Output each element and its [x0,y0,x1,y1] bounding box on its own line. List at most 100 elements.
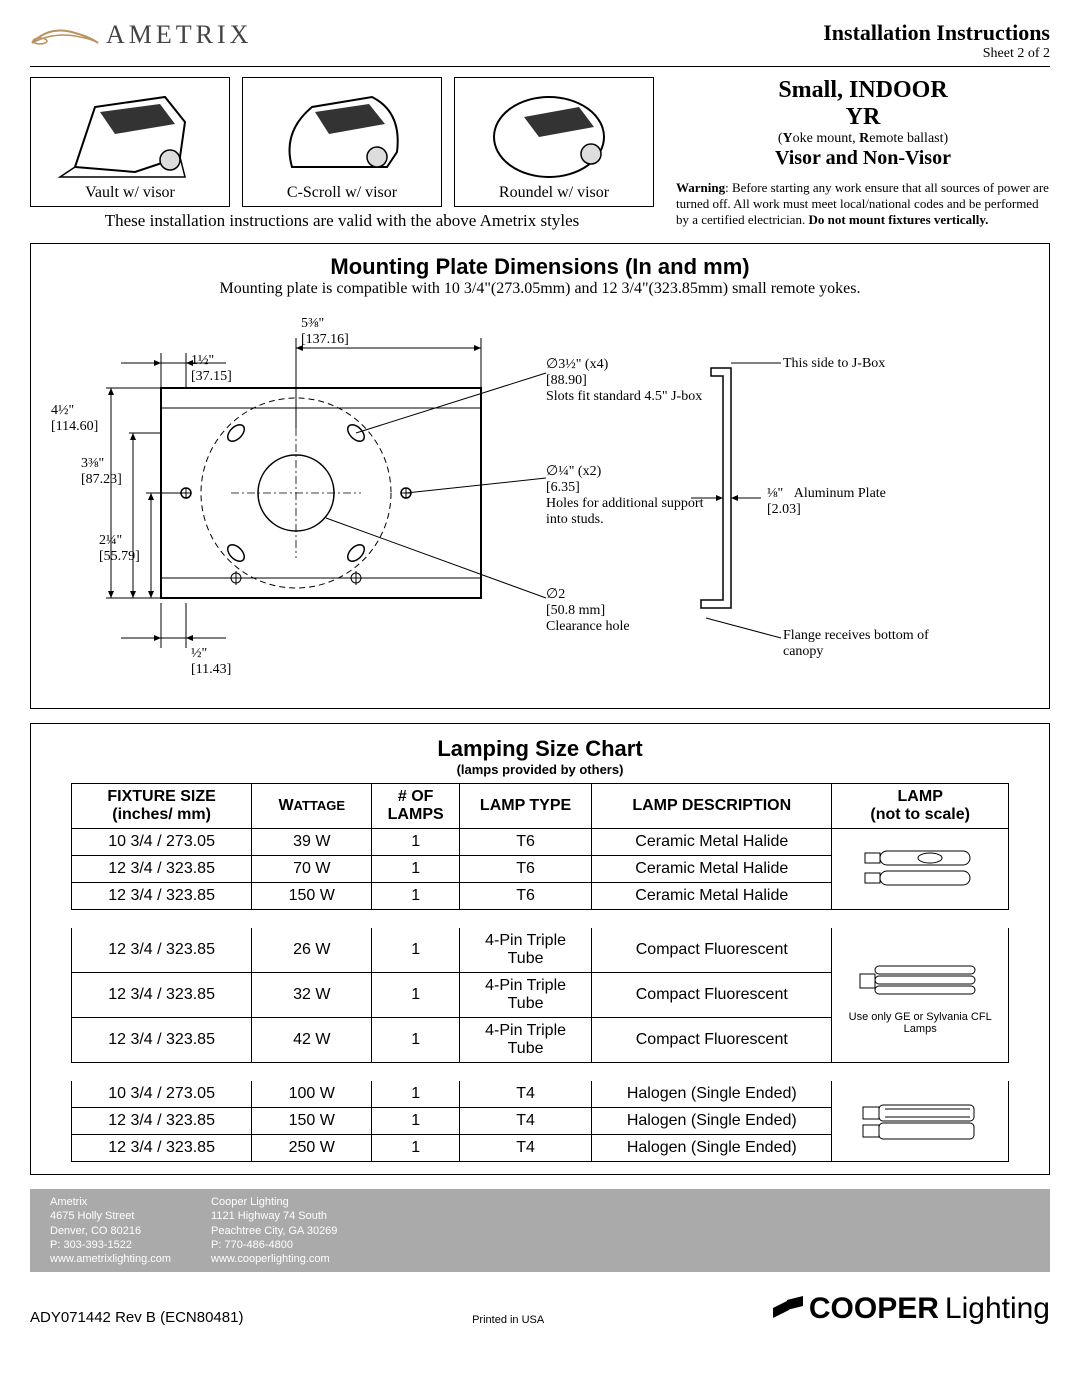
vault-fixture-icon [45,82,215,182]
table-cell: Halogen (Single Ended) [592,1108,832,1135]
table-cell: T4 [460,1076,592,1108]
table-cell: 1 [372,883,460,910]
addr-phone: P: 303-393-1522 [50,1238,171,1252]
table-cell: Compact Fluorescent [592,973,832,1018]
lamp-image-cell: Use only GE or Sylvania CFL Lamps [832,923,1009,1063]
table-header: LAMP TYPE [460,784,592,829]
table-cell: Halogen (Single Ended) [592,1135,832,1162]
table-cell: 39 W [252,829,372,856]
table-cell: 250 W [252,1135,372,1162]
table-cell: 4-Pin Triple Tube [460,973,592,1018]
table-cell: 4-Pin Triple Tube [460,923,592,973]
product-sub: (Yoke mount, Remote ballast) [676,131,1050,147]
lamping-table: FIXTURE SIZE(inches/ mm)WATTAGE# OFLAMPS… [71,783,1009,1162]
chart-subtitle: (lamps provided by others) [71,762,1009,777]
product-name-1: Small, INDOOR [676,77,1050,104]
table-cell: 1 [372,1076,460,1108]
page-footer: ADY071442 Rev B (ECN80481) Printed in US… [30,1292,1050,1326]
callout-dia: ∅¼" (x2) [546,464,601,479]
callout-text: Clearance hole [546,619,706,635]
table-cell: 100 W [252,1076,372,1108]
table-cell: 32 W [252,973,372,1018]
styles-note: These installation instructions are vali… [30,211,654,231]
printed-in: Printed in USA [243,1314,772,1326]
addr-web: www.cooperlighting.com [211,1252,337,1266]
callout-dia: ∅2 [546,587,565,602]
table-cell: 150 W [252,1108,372,1135]
table-row: 12 3/4 / 323.8526 W14-Pin Triple TubeCom… [72,923,1009,973]
cooper-bold: COOPER [809,1292,939,1326]
table-header: # OFLAMPS [372,784,460,829]
addr-name: Ametrix [50,1195,171,1209]
style-caption: Roundel w/ visor [499,184,609,206]
callout-in: ⅛" [767,486,783,501]
table-cell: Ceramic Metal Halide [592,883,832,910]
diagram-title: Mounting Plate Dimensions (In and mm) [51,254,1029,280]
product-info: Small, INDOOR YR (Yoke mount, Remote bal… [666,77,1050,231]
dim-in: 5⅜" [301,316,324,331]
table-cell: 1 [372,973,460,1018]
brand-logo: Ametrix [30,20,252,50]
table-cell: Compact Fluorescent [592,923,832,973]
style-cscroll: C-Scroll w/ visor [242,77,442,207]
callout-dia: ∅3½" (x4) [546,357,608,372]
table-cell: 1 [372,829,460,856]
product-variant: Visor and Non-Visor [676,147,1050,170]
table-cell: 12 3/4 / 323.85 [72,1108,252,1135]
table-header: FIXTURE SIZE(inches/ mm) [72,784,252,829]
table-cell: 1 [372,923,460,973]
callout-text: Slots fit standard 4.5" J-box [546,389,706,405]
table-cell: 10 3/4 / 273.05 [72,1076,252,1108]
mounting-diagram: Mounting Plate Dimensions (In and mm) Mo… [30,243,1050,709]
table-header: LAMP(not to scale) [832,784,1009,829]
table-cell: Halogen (Single Ended) [592,1076,832,1108]
lamp-image-cell [832,1076,1009,1162]
cooper-logo: COOPER Lighting [773,1292,1050,1326]
addr-street: 4675 Holly Street [50,1209,171,1223]
callout-mm: [50.8 mm] [546,603,706,619]
cooper-light: Lighting [945,1292,1050,1326]
cooper-mark-icon [773,1296,803,1322]
brand-name: Ametrix [106,20,252,50]
table-cell: 1 [372,1108,460,1135]
table-cell: 150 W [252,883,372,910]
style-caption: C-Scroll w/ visor [287,184,397,206]
product-name-2: YR [676,104,1050,131]
page-header: Ametrix Installation Instructions Sheet … [30,20,1050,67]
addr-city: Denver, CO 80216 [50,1224,171,1238]
dim-in: 2¼" [99,533,122,548]
diagram-subtitle: Mounting plate is compatible with 10 3/4… [51,280,1029,298]
table-cell: 1 [372,856,460,883]
roundel-fixture-icon [469,82,639,182]
table-cell: 12 3/4 / 323.85 [72,856,252,883]
table-header: LAMP DESCRIPTION [592,784,832,829]
table-row: 10 3/4 / 273.05100 W1T4Halogen (Single E… [72,1076,1009,1108]
logo-swoosh-icon [30,23,100,47]
table-cell: 42 W [252,1018,372,1063]
table-cell: 4-Pin Triple Tube [460,1018,592,1063]
dim-mm: [11.43] [191,662,231,678]
addr-name: Cooper Lighting [211,1195,337,1209]
addr-street: 1121 Highway 74 South [211,1209,337,1223]
table-cell: 12 3/4 / 323.85 [72,1018,252,1063]
callout-mm: [6.35] [546,480,706,496]
table-cell: 12 3/4 / 323.85 [72,923,252,973]
addr-phone: P: 770-486-4800 [211,1238,337,1252]
style-roundel: Roundel w/ visor [454,77,654,207]
table-cell: T4 [460,1108,592,1135]
table-cell: Compact Fluorescent [592,1018,832,1063]
warning-text: Warning: Before starting any work ensure… [676,180,1050,228]
lamp-image-cell [832,829,1009,910]
dim-in: 1½" [191,353,214,368]
sheet-number: Sheet 2 of 2 [823,46,1050,62]
callout-mm: [88.90] [546,373,706,389]
callout-text: Holes for additional support into studs. [546,496,706,528]
callout-jbox: This side to J-Box [783,356,885,372]
dim-mm: [137.16] [301,332,349,348]
table-cell: 12 3/4 / 323.85 [72,883,252,910]
dim-mm: [87.23] [81,472,122,488]
dim-in: 4½" [51,403,74,418]
doc-revision: ADY071442 Rev B (ECN80481) [30,1309,243,1326]
dim-mm: [37.15] [191,369,232,385]
table-row: 10 3/4 / 273.0539 W1T6Ceramic Metal Hali… [72,829,1009,856]
